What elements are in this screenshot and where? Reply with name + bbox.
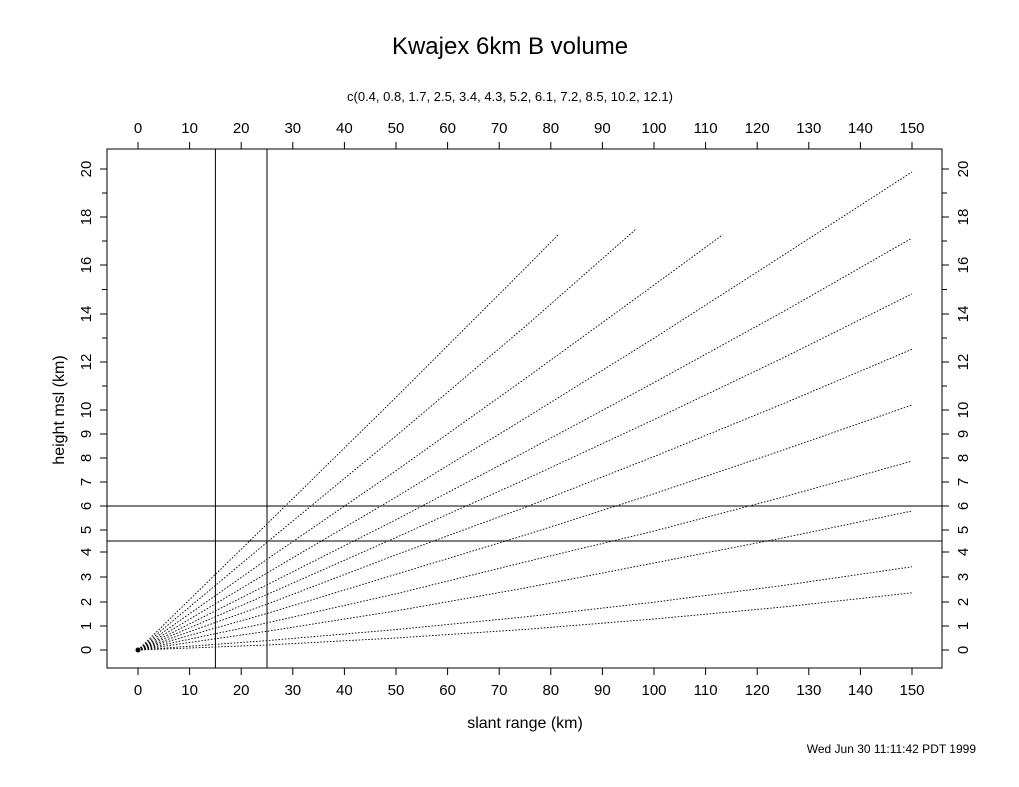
x-tick-label-bottom: 0 — [134, 682, 142, 699]
x-tick-label-top: 50 — [388, 120, 405, 137]
x-tick-label-top: 0 — [134, 120, 142, 137]
x-tick-label-bottom: 60 — [439, 682, 456, 699]
x-tick-label-bottom: 50 — [388, 682, 405, 699]
y-tick-label-left: 14 — [78, 306, 95, 323]
beam-lines — [135, 171, 913, 653]
y-tick-label-left: 20 — [78, 161, 95, 178]
x-tick-label-bottom: 20 — [233, 682, 250, 699]
beam-line — [137, 348, 913, 651]
axis-ticks: 0010102020303040405050606070708080909010… — [78, 120, 972, 699]
reference-lines — [107, 149, 942, 668]
x-tick-label-bottom: 140 — [848, 682, 873, 699]
y-tick-label-right: 2 — [955, 598, 972, 606]
x-tick-label-top: 150 — [899, 120, 924, 137]
x-tick-label-top: 10 — [181, 120, 198, 137]
x-tick-label-top: 120 — [745, 120, 770, 137]
x-tick-label-bottom: 120 — [745, 682, 770, 699]
y-tick-label-right: 0 — [955, 646, 972, 654]
x-tick-label-bottom: 30 — [284, 682, 301, 699]
y-tick-label-right: 16 — [955, 257, 972, 274]
x-tick-label-bottom: 110 — [694, 682, 718, 699]
y-axis-label: height msl (km) — [51, 355, 68, 464]
y-tick-label-right: 6 — [955, 502, 972, 510]
beam-line — [137, 293, 913, 651]
y-tick-label-left: 8 — [78, 454, 95, 462]
radar-origin-marker — [135, 647, 141, 653]
x-tick-label-top: 130 — [796, 120, 821, 137]
x-tick-label-bottom: 100 — [641, 682, 666, 699]
y-tick-label-left: 7 — [78, 478, 95, 486]
x-tick-label-bottom: 10 — [181, 682, 198, 699]
y-tick-label-left: 18 — [78, 209, 95, 226]
y-tick-label-right: 8 — [955, 454, 972, 462]
y-tick-label-left: 9 — [78, 430, 95, 438]
timestamp: Wed Jun 30 11:11:42 PDT 1999 — [806, 742, 976, 756]
y-tick-label-left: 2 — [78, 598, 95, 606]
y-tick-label-right: 4 — [955, 548, 972, 556]
x-tick-label-bottom: 70 — [491, 682, 508, 699]
y-tick-label-left: 1 — [78, 622, 95, 630]
x-tick-label-bottom: 40 — [336, 682, 353, 699]
plot-frame — [106, 148, 943, 669]
y-tick-label-right: 1 — [955, 622, 972, 630]
x-tick-label-top: 60 — [439, 120, 456, 137]
y-tick-label-right: 14 — [955, 306, 972, 323]
beam-line — [137, 592, 913, 651]
x-tick-label-top: 140 — [848, 120, 873, 137]
x-tick-label-top: 30 — [284, 120, 301, 137]
beam-line — [137, 510, 913, 651]
x-tick-label-top: 20 — [233, 120, 250, 137]
beam-line — [137, 233, 560, 651]
y-tick-label-right: 18 — [955, 209, 972, 226]
beam-line — [137, 228, 637, 651]
beam-line — [137, 460, 913, 651]
y-tick-label-right: 12 — [955, 354, 972, 371]
y-tick-label-right: 7 — [955, 478, 972, 486]
y-tick-label-left: 5 — [78, 526, 95, 534]
x-tick-label-bottom: 130 — [796, 682, 821, 699]
chart-subtitle: c(0.4, 0.8, 1.7, 2.5, 3.4, 4.3, 5.2, 6.1… — [347, 89, 673, 104]
x-tick-label-top: 80 — [542, 120, 559, 137]
y-tick-label-left: 0 — [78, 646, 95, 654]
y-tick-label-left: 3 — [78, 573, 95, 581]
y-tick-label-right: 3 — [955, 573, 972, 581]
y-tick-label-left: 4 — [78, 548, 95, 556]
beam-line — [137, 237, 913, 651]
y-tick-label-right: 20 — [955, 161, 972, 178]
x-tick-label-top: 40 — [336, 120, 353, 137]
beam-line — [137, 171, 913, 651]
y-tick-label-left: 10 — [78, 402, 95, 419]
beam-line — [137, 566, 913, 651]
x-tick-label-top: 90 — [594, 120, 611, 137]
x-tick-label-top: 70 — [491, 120, 508, 137]
y-tick-label-right: 9 — [955, 430, 972, 438]
y-tick-label-right: 5 — [955, 526, 972, 534]
beam-line — [137, 234, 723, 651]
y-tick-label-left: 12 — [78, 354, 95, 371]
x-tick-label-top: 100 — [641, 120, 666, 137]
x-tick-label-bottom: 150 — [899, 682, 924, 699]
y-tick-label-left: 16 — [78, 257, 95, 274]
chart-title: Kwajex 6km B volume — [392, 33, 628, 60]
y-tick-label-left: 6 — [78, 502, 95, 510]
y-tick-label-right: 10 — [955, 402, 972, 419]
x-tick-label-bottom: 80 — [542, 682, 559, 699]
beam-line — [137, 404, 913, 651]
x-tick-label-top: 110 — [694, 120, 718, 137]
x-axis-label: slant range (km) — [467, 715, 583, 732]
x-tick-label-bottom: 90 — [594, 682, 611, 699]
